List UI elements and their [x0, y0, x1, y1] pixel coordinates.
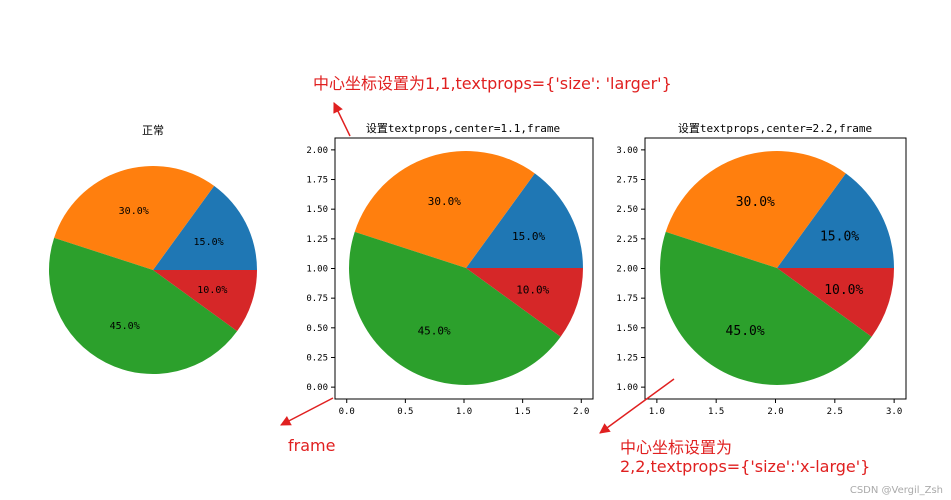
y-tick-label: 1.25 — [616, 353, 638, 363]
arrow-to-xlarge — [599, 378, 675, 434]
y-tick-label: 1.00 — [306, 265, 328, 275]
slice-pct-label: 15.0% — [512, 230, 545, 243]
x-tick-label: 2.0 — [767, 407, 783, 417]
x-tick-label: 2.5 — [827, 407, 843, 417]
slice-pct-label: 30.0% — [736, 195, 775, 210]
y-tick-label: 2.00 — [306, 146, 328, 156]
pie-slice-15-0pct — [466, 173, 583, 268]
y-tick-label: 0.75 — [306, 294, 328, 304]
y-tick-label: 1.75 — [306, 176, 328, 186]
annotation-arrows — [280, 102, 675, 434]
x-tick-label: 3.0 — [886, 407, 902, 417]
x-tick-label: 1.5 — [515, 407, 531, 417]
chart-title: 设置textprops,center=1.1,frame — [366, 122, 560, 135]
pie-chart-2: 0.0 0.5 1.0 1.5 2.0 0.00 0.25 0.50 0.75 1.00 1.25 1… — [306, 122, 594, 417]
slice-pct-label: 30.0% — [119, 206, 149, 217]
slice-pct-label: 15.0% — [820, 230, 859, 245]
y-tick-label: 1.50 — [306, 205, 328, 215]
pie-slice-30-0pct — [54, 165, 215, 270]
annotation-bottom-line2: 2,2,textprops={'size':'x-large'} — [620, 457, 871, 476]
y-tick-label: 1.25 — [306, 235, 328, 245]
x-tick-label: 1.5 — [708, 407, 724, 417]
pie-slice-45-0pct — [48, 237, 238, 375]
pie-slice-30-0pct — [665, 151, 846, 268]
y-tick-label: 3.00 — [616, 146, 638, 156]
chart-title: 正常 — [142, 124, 164, 137]
arrow-to-center-axis — [333, 102, 351, 137]
pie-slice-10-0pct — [153, 270, 257, 332]
y-tick-label: 2.25 — [616, 235, 638, 245]
pie-chart-1: 正常 15.0% 30.0% 45.0% 10.0% — [48, 124, 257, 375]
x-tick-label: 0.0 — [339, 407, 355, 417]
pie-slice-30-0pct — [354, 151, 535, 268]
watermark: CSDN @Vergil_Zsh — [849, 485, 943, 496]
slice-pct-label: 10.0% — [197, 285, 227, 296]
x-tick-label: 0.5 — [397, 407, 413, 417]
y-tick-label: 1.00 — [616, 383, 638, 393]
slice-pct-label: 10.0% — [824, 283, 863, 298]
chart-title: 设置textprops,center=2.2,frame — [678, 122, 872, 135]
y-tick-label: 2.50 — [616, 205, 638, 215]
slice-pct-label: 30.0% — [428, 195, 461, 208]
x-tick-label: 1.0 — [649, 407, 665, 417]
slice-pct-label: 45.0% — [418, 324, 451, 337]
annotation-top: 中心坐标设置为1,1,textprops={'size': 'larger'} — [313, 74, 672, 93]
pie-slice-10-0pct — [466, 268, 583, 337]
x-tick-label: 2.0 — [573, 407, 589, 417]
slice-pct-label: 15.0% — [194, 237, 224, 248]
y-tick-label: 2.75 — [616, 176, 638, 186]
y-tick-label: 0.50 — [306, 324, 328, 334]
slice-pct-label: 45.0% — [110, 321, 140, 332]
y-tick-label: 1.50 — [616, 324, 638, 334]
slice-pct-label: 45.0% — [726, 324, 765, 339]
pie-slice-45-0pct — [349, 231, 561, 385]
y-tick-label: 0.00 — [306, 383, 328, 393]
pie-slice-45-0pct — [660, 231, 872, 385]
pie-slice-15-0pct — [153, 185, 257, 270]
slice-pct-label: 10.0% — [516, 284, 549, 297]
pie-chart-3: 1.0 1.5 2.0 2.5 3.0 1.00 1.25 1.50 1.75 2.00 2.25 2… — [616, 122, 907, 417]
x-tick-label: 1.0 — [456, 407, 472, 417]
y-tick-label: 1.75 — [616, 294, 638, 304]
arrow-to-frame — [280, 397, 334, 426]
y-tick-label: 0.25 — [306, 353, 328, 363]
annotation-frame: frame — [288, 436, 336, 455]
y-tick-label: 2.00 — [616, 265, 638, 275]
pie-slice-15-0pct — [777, 173, 894, 268]
pie-slice-10-0pct — [777, 268, 894, 337]
annotation-bottom-line1: 中心坐标设置为 — [620, 438, 733, 457]
